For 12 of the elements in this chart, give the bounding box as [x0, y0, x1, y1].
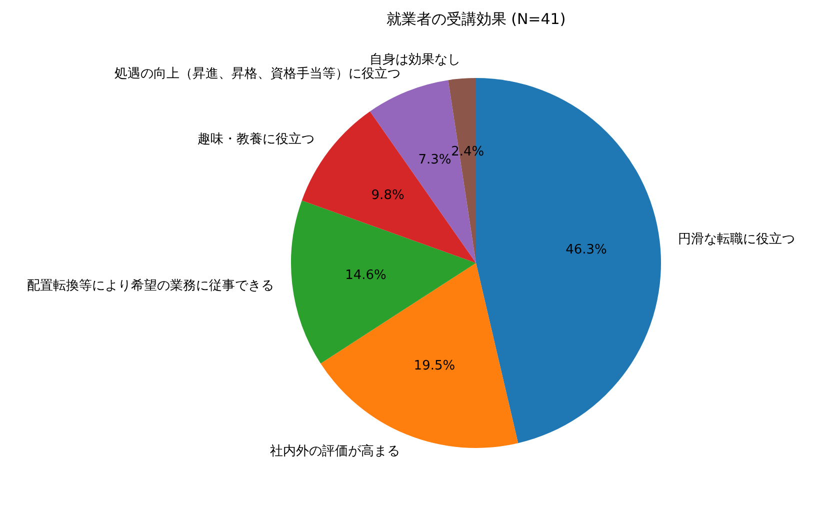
slice-label: 円滑な転職に役立つ	[678, 231, 796, 248]
slice-label: 配置転換等により希望の業務に従事できる	[26, 278, 274, 294]
slice-label: 自身は効果なし	[370, 52, 461, 68]
data-label: 46.3%	[566, 242, 607, 258]
slice-label: 処遇の向上（昇進、昇格、資格手当等）に役立つ	[114, 65, 400, 82]
slice-label: 社内外の評価が高まる	[270, 443, 400, 460]
chart-title: 就業者の受講効果 (N=41)	[386, 10, 566, 28]
data-label: 19.5%	[414, 358, 456, 374]
data-label: 14.6%	[345, 268, 386, 284]
data-label: 7.3%	[418, 152, 452, 168]
data-label: 9.8%	[371, 188, 404, 203]
slice-label: 趣味・教養に役立つ	[197, 130, 314, 147]
